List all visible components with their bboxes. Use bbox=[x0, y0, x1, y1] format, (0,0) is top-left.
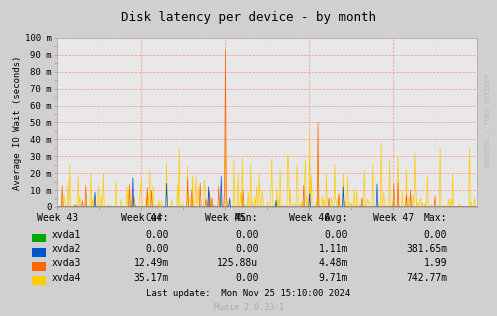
Y-axis label: Average IO Wait (seconds): Average IO Wait (seconds) bbox=[13, 55, 22, 190]
Text: Cur:: Cur: bbox=[146, 213, 169, 223]
Text: 0.00: 0.00 bbox=[325, 230, 348, 240]
Text: Disk latency per device - by month: Disk latency per device - by month bbox=[121, 11, 376, 24]
Text: 0.00: 0.00 bbox=[146, 230, 169, 240]
Text: 4.48m: 4.48m bbox=[319, 258, 348, 268]
Text: Avg:: Avg: bbox=[325, 213, 348, 223]
Text: 125.88u: 125.88u bbox=[217, 258, 258, 268]
Text: Last update:  Mon Nov 25 15:10:00 2024: Last update: Mon Nov 25 15:10:00 2024 bbox=[147, 289, 350, 298]
Text: Max:: Max: bbox=[424, 213, 447, 223]
Text: Munin 2.0.33-1: Munin 2.0.33-1 bbox=[214, 303, 283, 312]
Text: 381.65m: 381.65m bbox=[406, 244, 447, 254]
Text: 0.00: 0.00 bbox=[146, 244, 169, 254]
Text: 0.00: 0.00 bbox=[235, 244, 258, 254]
Text: 1.11m: 1.11m bbox=[319, 244, 348, 254]
Text: 1.99: 1.99 bbox=[424, 258, 447, 268]
Text: xvda4: xvda4 bbox=[51, 273, 81, 283]
Text: xvda1: xvda1 bbox=[51, 230, 81, 240]
Text: xvda3: xvda3 bbox=[51, 258, 81, 268]
Text: 0.00: 0.00 bbox=[424, 230, 447, 240]
Text: RRDTOOL / TOBI OETIKER: RRDTOOL / TOBI OETIKER bbox=[485, 73, 491, 167]
Text: 9.71m: 9.71m bbox=[319, 273, 348, 283]
Text: 742.77m: 742.77m bbox=[406, 273, 447, 283]
Text: 0.00: 0.00 bbox=[235, 230, 258, 240]
Text: 12.49m: 12.49m bbox=[134, 258, 169, 268]
Text: 35.17m: 35.17m bbox=[134, 273, 169, 283]
Text: Min:: Min: bbox=[235, 213, 258, 223]
Text: xvda2: xvda2 bbox=[51, 244, 81, 254]
Text: 0.00: 0.00 bbox=[235, 273, 258, 283]
